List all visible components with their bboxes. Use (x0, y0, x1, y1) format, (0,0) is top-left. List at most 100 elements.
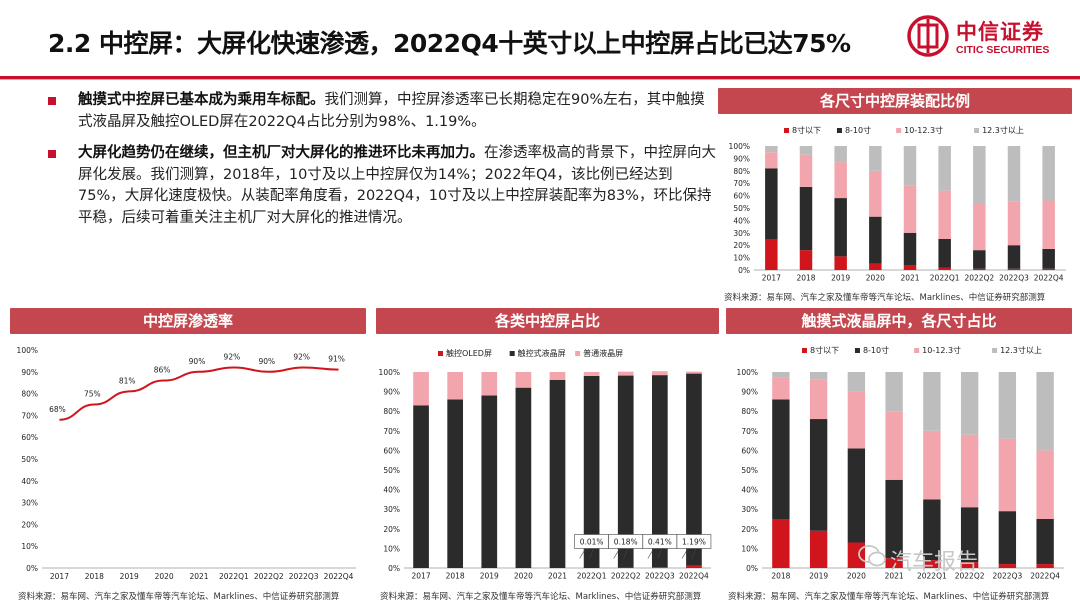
bar-segment (869, 216, 882, 264)
bar-segment (447, 372, 464, 400)
x-tick-label: 2022Q3 (289, 572, 319, 581)
legend-label: 12.3寸以上 (982, 125, 1024, 135)
bar-segment (515, 387, 532, 568)
bar-segment (885, 372, 903, 412)
bar-segment (447, 399, 464, 568)
panel-title-penetration: 中控屏渗透率 (10, 308, 366, 334)
bar-segment (869, 146, 882, 171)
legend-label: 普通液晶屏 (583, 348, 623, 358)
x-tick-label: 2021 (548, 572, 567, 581)
x-tick-label: 2022Q3 (999, 274, 1029, 283)
y-tick-label: 10% (741, 544, 758, 553)
x-tick-label: 2019 (831, 274, 850, 283)
annotation-pointer (613, 548, 620, 559)
y-tick-label: 80% (383, 407, 400, 416)
page-title: 2.2 中控屏：大屏化快速渗透，2022Q4十英寸以上中控屏占比已达75% (48, 29, 851, 58)
x-tick-label: 2021 (885, 572, 904, 581)
legend-swatch (974, 128, 980, 133)
watermark-text: 汽车报告 (890, 550, 979, 575)
chart-svg: 触控OLED屏 触控式液晶屏 普通液晶屏 0% 10% 20% 30% 40% 50% 60% 70… (379, 348, 712, 581)
bar-segment (960, 372, 979, 435)
data-label: 92% (224, 352, 241, 361)
bar-segment (481, 372, 498, 396)
y-tick-label: 70% (733, 179, 750, 188)
y-tick-label: 50% (733, 204, 750, 213)
legend-label: 10-12.3寸 (904, 125, 943, 135)
legend-swatch (854, 348, 860, 353)
x-tick-label: 2021 (900, 274, 919, 283)
y-tick-label: 30% (21, 499, 38, 508)
y-tick-label: 20% (21, 520, 38, 529)
y-tick-label: 20% (383, 525, 400, 534)
legend-swatch (992, 348, 998, 353)
bar-segment (869, 263, 882, 270)
x-tick-label: 2022Q3 (992, 572, 1022, 581)
bar-segment (834, 198, 847, 257)
x-tick-label: 2018 (796, 274, 815, 283)
x-tick-label: 2018 (771, 572, 790, 581)
x-tick-label: 2021 (189, 572, 208, 581)
citic-logo: 中信证券 CITIC SECURITIES (906, 14, 1071, 62)
bar-segment (1036, 519, 1054, 565)
bar-segment (903, 232, 917, 266)
x-tick-label: 2022Q1 (930, 274, 960, 283)
chart-types: 触控OLED屏 触控式液晶屏 普通液晶屏 0% 10% 20% 30% 40% 50% 60% 70… (376, 336, 719, 586)
source-note: 资料来源：易车网、汽车之家及懂车帝等汽车论坛、Marklines、中信证券研究部… (724, 293, 1046, 303)
y-tick-label: 30% (733, 229, 750, 238)
bar-segment (973, 250, 986, 269)
legend-swatch (575, 351, 581, 356)
bar-segment (923, 560, 941, 568)
data-label: 90% (258, 357, 275, 366)
legend-label: 10-12.3寸 (922, 345, 961, 355)
bar-segment (960, 507, 979, 563)
title-divider (0, 76, 1080, 79)
legend-swatch (896, 128, 902, 133)
annotation-pointer (691, 548, 697, 559)
y-tick-label: 40% (21, 477, 38, 486)
bullet-bold: 触摸式中控屏已基本成为乘用车标配。 (78, 92, 325, 108)
bar-segment (938, 239, 951, 268)
bar-segment (809, 419, 828, 531)
legend-label: 8-10寸 (845, 125, 871, 135)
source-note: 资料来源：易车网、汽车之家及懂车帝等汽车论坛、Marklines、中信证券研究部… (380, 592, 702, 602)
bar-segment (549, 372, 566, 380)
legend-swatch (509, 351, 515, 356)
bar-segment (686, 371, 702, 374)
bar-segment (938, 146, 951, 191)
data-label: 92% (293, 352, 310, 361)
y-tick-label: 90% (21, 368, 38, 377)
bar-segment (799, 154, 813, 187)
y-tick-label: 0% (738, 266, 750, 275)
x-tick-label: 2022Q4 (1030, 572, 1060, 581)
y-tick-label: 50% (741, 466, 758, 475)
x-tick-label: 2022Q1 (917, 572, 947, 581)
x-tick-label: 2020 (514, 572, 533, 581)
y-tick-label: 70% (21, 411, 38, 420)
bar-segment (885, 479, 903, 559)
annotation-pointer (589, 548, 594, 559)
x-tick-label: 2022Q4 (324, 572, 354, 581)
bar-segment (686, 565, 702, 568)
y-tick-label: 20% (733, 241, 750, 250)
x-tick-label: 2020 (155, 572, 174, 581)
header: 2.2 中控屏：大屏化快速渗透，2022Q4十英寸以上中控屏占比已达75% 中信… (0, 0, 1080, 78)
y-tick-label: 90% (383, 388, 400, 397)
citic-logo-icon (907, 15, 949, 57)
x-tick-label: 2018 (446, 572, 465, 581)
x-tick-label: 2022Q2 (254, 572, 284, 581)
bar-segment (998, 564, 1017, 568)
x-tick-label: 2019 (480, 572, 499, 581)
bar-segment (1007, 201, 1021, 246)
bar-segment (885, 558, 903, 568)
legend-label: 8寸以下 (792, 125, 821, 135)
legend-swatch (784, 128, 789, 133)
bar-segment (809, 379, 828, 420)
y-tick-label: 70% (741, 427, 758, 436)
legend-swatch (914, 348, 920, 353)
x-tick-label: 2017 (412, 572, 431, 581)
bar-segment (809, 372, 828, 380)
y-tick-label: 80% (741, 407, 758, 416)
x-tick-label: 2017 (762, 274, 781, 283)
bar-segment (772, 399, 790, 519)
bar-segment (903, 185, 917, 233)
